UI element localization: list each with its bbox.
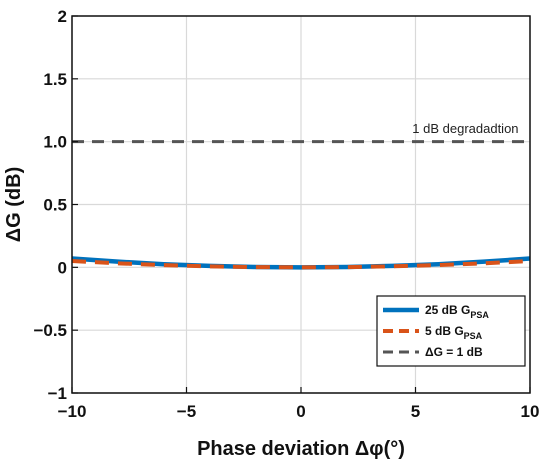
x-tick-label: 5: [411, 402, 420, 421]
x-axis-label: Phase deviation Δφ(°): [197, 438, 405, 460]
y-tick-label: 2: [58, 7, 67, 26]
x-tick-label: 0: [296, 402, 305, 421]
series-lines: [71, 140, 531, 270]
legend-label-subscript: PSA: [464, 331, 483, 341]
ticks: −10 −5 0 5 10 −1 −0.5 0 0.5 1.0 1.5 2: [33, 7, 539, 421]
x-tick-label: 10: [521, 402, 540, 421]
y-tick-label: 1.0: [43, 133, 67, 152]
y-tick-label: −1: [48, 384, 67, 403]
y-axis-label: ΔG (dB): [3, 167, 25, 242]
annotation-label: 1 dB degradadtion: [412, 121, 518, 136]
legend-label-subscript: PSA: [470, 310, 489, 320]
annotations: 1 dB degradadtion: [412, 121, 518, 136]
legend-label: ΔG = 1 dB: [425, 345, 483, 359]
y-tick-label: 0: [58, 258, 67, 277]
y-tick-label: −0.5: [33, 321, 67, 340]
x-tick-label: −5: [177, 402, 196, 421]
y-tick-label: 1.5: [43, 70, 67, 89]
x-tick-label: −10: [58, 402, 87, 421]
series-line: [71, 259, 531, 270]
y-tick-label: 0.5: [43, 196, 67, 215]
